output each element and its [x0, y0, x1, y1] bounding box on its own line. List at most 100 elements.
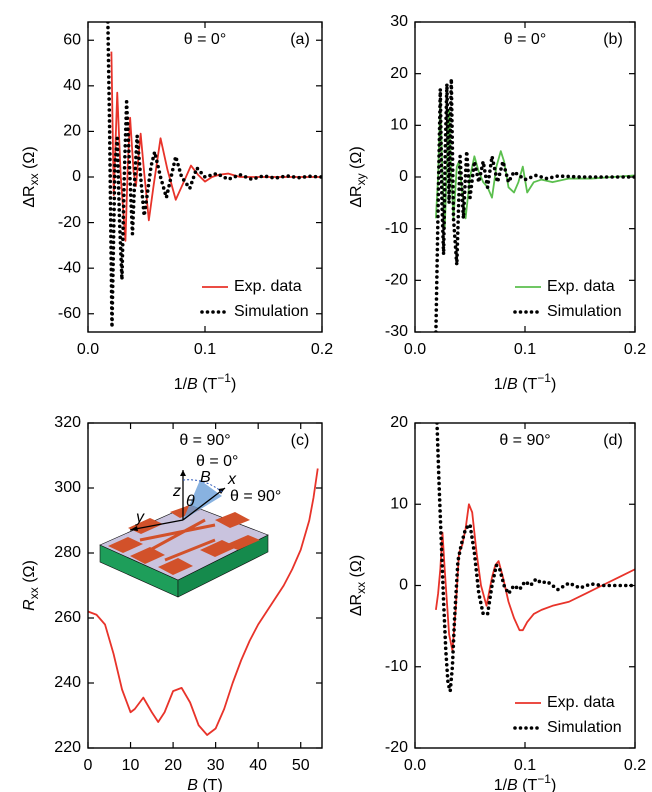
- legend-label: Exp. data: [547, 694, 615, 711]
- x-axis-label: 1/B (T−1): [494, 772, 557, 792]
- x-tick-label: 0.2: [624, 757, 646, 774]
- annotation: θ = 0°: [504, 31, 546, 48]
- label-part: B: [507, 777, 518, 792]
- x-axis-label: 1/B (T−1): [494, 371, 557, 393]
- data-line: [435, 423, 635, 692]
- y-axis-label: ΔRxx (Ω): [21, 146, 41, 207]
- inset-label: θ: [186, 493, 195, 510]
- label-part: xx: [27, 173, 41, 185]
- label-part: −1: [537, 772, 551, 786]
- legend-label: Exp. data: [547, 278, 615, 295]
- data-line: [106, 22, 322, 328]
- x-tick-label: 0.1: [514, 341, 536, 358]
- x-axis-label: 1/B (T−1): [174, 371, 237, 393]
- inset-label: z: [172, 483, 181, 500]
- label-part: (T: [518, 376, 538, 393]
- y-tick-label: -10: [385, 220, 408, 237]
- legend-label: Exp. data: [234, 278, 302, 295]
- y-tick-label: 40: [63, 77, 81, 94]
- x-tick-label: 0.2: [311, 341, 333, 358]
- y-axis-label: Rxx (Ω): [21, 560, 41, 611]
- panel-label: (b): [603, 31, 623, 48]
- label-part: B: [187, 777, 198, 792]
- inset-label: B: [200, 469, 211, 486]
- x-tick-label: 30: [207, 757, 225, 774]
- device-inset: [99, 470, 269, 598]
- data-line: [434, 78, 635, 332]
- label-part: xx: [27, 587, 41, 599]
- plot-frame: [414, 21, 636, 333]
- y-tick-label: 220: [54, 739, 81, 756]
- y-tick-label: 0: [399, 168, 408, 185]
- label-part: −1: [217, 371, 231, 385]
- y-tick-label: 10: [390, 495, 408, 512]
- panel-label: (a): [290, 31, 310, 48]
- y-tick-label: 240: [54, 674, 81, 691]
- y-tick-label: -20: [385, 739, 408, 756]
- label-part: 1/: [494, 777, 508, 792]
- y-tick-label: 10: [390, 117, 408, 134]
- label-part: 1/: [494, 376, 508, 393]
- x-tick-label: 0.2: [624, 341, 646, 358]
- x-tick-label: 50: [292, 757, 310, 774]
- y-tick-label: -20: [385, 272, 408, 289]
- y-axis-label: ΔRxx (Ω): [348, 555, 368, 616]
- y-tick-label: 0: [72, 168, 81, 185]
- x-tick-label: 0.0: [404, 757, 426, 774]
- legend-label: Simulation: [234, 303, 309, 320]
- x-tick-label: 40: [249, 757, 267, 774]
- x-tick-label: 0.0: [77, 341, 99, 358]
- y-tick-label: -60: [58, 305, 81, 322]
- label-part: (T: [518, 777, 538, 792]
- label-part: ΔR: [348, 594, 365, 616]
- label-part: B: [507, 376, 518, 393]
- label-part: ): [551, 777, 556, 792]
- annotation: θ = 0°: [184, 31, 226, 48]
- label-part: ): [231, 376, 236, 393]
- data-line: [88, 468, 319, 736]
- label-part: (Ω): [21, 146, 38, 173]
- y-tick-label: -20: [58, 214, 81, 231]
- x-tick-label: 0.0: [404, 341, 426, 358]
- label-part: −1: [537, 371, 551, 385]
- y-tick-label: 300: [54, 479, 81, 496]
- y-tick-label: 0: [399, 577, 408, 594]
- x-tick-label: 0.1: [514, 757, 536, 774]
- label-part: xy: [354, 173, 368, 185]
- annotation: θ = 90°: [499, 432, 550, 449]
- y-tick-label: -40: [58, 259, 81, 276]
- label-part: (T: [198, 376, 218, 393]
- y-tick-label: 260: [54, 609, 81, 626]
- y-axis-label: ΔRxy (Ω): [348, 146, 368, 207]
- inset-label: y: [135, 509, 145, 526]
- label-part: ): [551, 376, 556, 393]
- label-part: (Ω): [21, 560, 38, 587]
- label-part: B: [187, 376, 198, 393]
- plot-frame: [87, 21, 323, 333]
- y-tick-label: 320: [54, 414, 81, 431]
- panel-label: (c): [291, 432, 310, 449]
- label-part: R: [21, 599, 38, 611]
- inset-label: x: [227, 471, 237, 488]
- label-part: (T): [198, 777, 223, 792]
- label-part: (Ω): [348, 555, 365, 582]
- legend-label: Simulation: [547, 719, 622, 736]
- plot-frame: [414, 422, 636, 749]
- label-part: ΔR: [21, 185, 38, 207]
- label-part: ΔR: [348, 185, 365, 207]
- y-tick-label: -10: [385, 658, 408, 675]
- x-tick-label: 10: [122, 757, 140, 774]
- x-tick-label: 0: [84, 757, 93, 774]
- inset-label: θ = 90°: [230, 488, 281, 505]
- annotation: θ = 90°: [179, 432, 230, 449]
- y-tick-label: 20: [390, 414, 408, 431]
- plot-frame: [87, 422, 323, 749]
- inset-label: θ = 0°: [196, 453, 238, 470]
- x-tick-label: 20: [164, 757, 182, 774]
- y-tick-label: 60: [63, 31, 81, 48]
- y-tick-label: 20: [390, 65, 408, 82]
- y-tick-label: -30: [385, 323, 408, 340]
- label-part: xx: [354, 582, 368, 594]
- label-part: (Ω): [348, 146, 365, 173]
